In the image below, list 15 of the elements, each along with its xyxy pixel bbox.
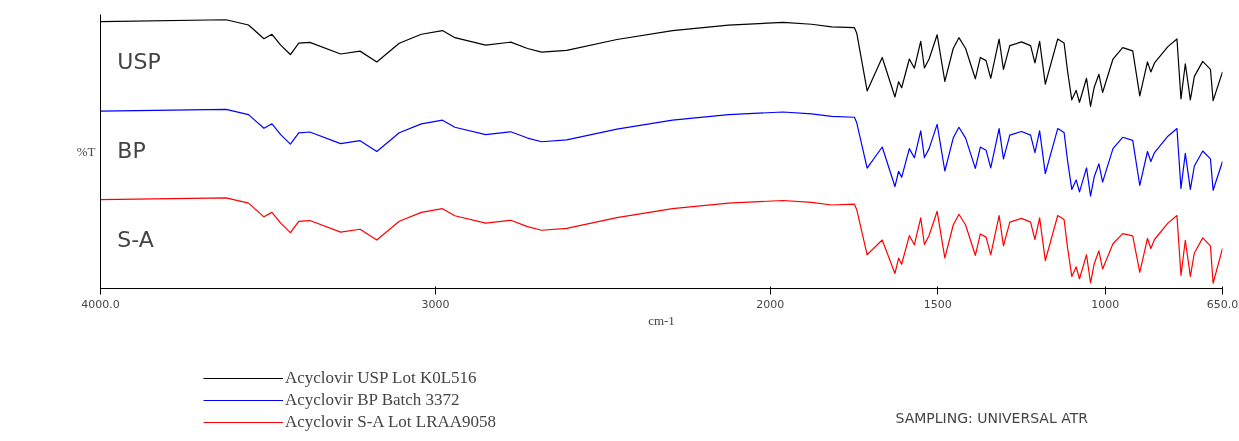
x-tick-label: 650.0 <box>1206 297 1239 311</box>
x-tick-label: 4000.0 <box>81 297 120 311</box>
x-tick-label: 3000 <box>421 297 450 311</box>
x-axis-title: cm-1 <box>648 312 675 328</box>
legend-label: Acyclovir BP Batch 3372 <box>285 389 460 411</box>
annotation: USP <box>117 48 161 74</box>
x-tick-label: 2000 <box>756 297 785 311</box>
x-tick-label: 1500 <box>923 297 952 311</box>
x-tick-label: 1000 <box>1091 297 1120 311</box>
annotation: S-A <box>117 226 154 252</box>
legend-label: Acyclovir S-A Lot LRAA9058 <box>285 411 497 433</box>
legend-label: Acyclovir USP Lot K0L516 <box>285 367 477 389</box>
y-axis-title: %T <box>76 144 96 159</box>
annotation: BP <box>117 138 146 164</box>
text: SAMPLING: UNIVERSAL ATR <box>895 409 1089 426</box>
